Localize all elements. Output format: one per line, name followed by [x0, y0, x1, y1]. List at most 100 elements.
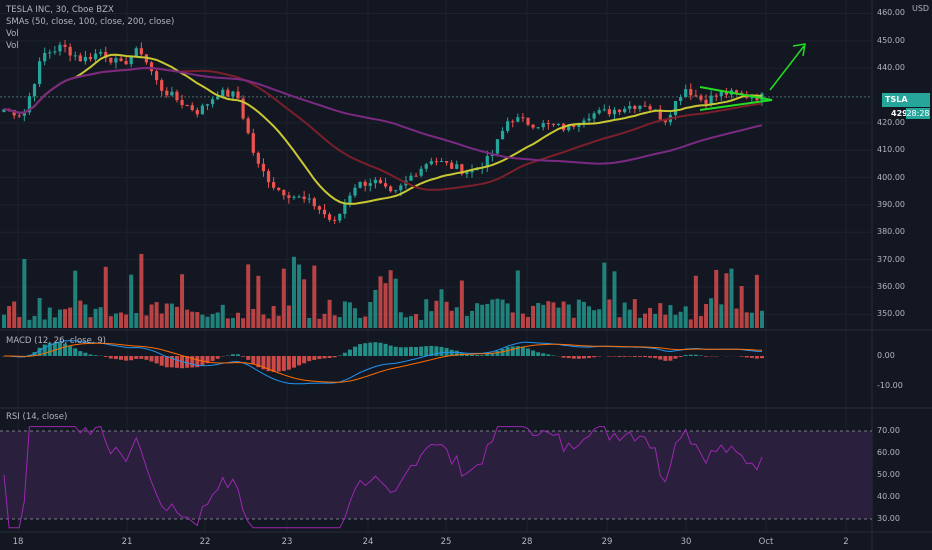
volume-bar [164, 303, 169, 328]
macd-histogram-bar [276, 356, 281, 372]
volume-bar [32, 315, 37, 328]
macd-histogram-bar [266, 356, 271, 372]
candle-body [434, 161, 439, 163]
volume-bar [78, 300, 83, 328]
volume-bar [230, 317, 235, 328]
signal-line [4, 342, 763, 383]
volume-bar [505, 303, 510, 328]
macd-histogram-bar [57, 342, 62, 356]
candle-body [587, 118, 591, 121]
macd-histogram-bar [185, 356, 190, 368]
volume-bar [63, 309, 68, 328]
macd-histogram-bar [434, 346, 439, 356]
candle-body [302, 196, 306, 200]
macd-histogram-bar [63, 343, 68, 356]
macd-histogram-bar [642, 356, 647, 358]
vol-legend-1: Vol [6, 29, 19, 39]
price-tick-label: 450.00 [877, 35, 905, 45]
candle-body [48, 52, 52, 54]
candle-body [526, 117, 530, 125]
macd-histogram-bar [236, 354, 241, 356]
volume-bar [475, 303, 480, 328]
price-tick-label: 360.00 [877, 281, 905, 291]
volume-bar [719, 304, 724, 328]
vol-text-2: Vol [6, 41, 19, 51]
candle-body [633, 106, 637, 110]
volume-bar [312, 265, 317, 328]
candle-body [358, 181, 362, 188]
macd-histogram-bar [73, 348, 78, 356]
macd-histogram-bar [480, 355, 485, 356]
candle-body [277, 187, 281, 191]
volume-bar [134, 313, 139, 328]
candle-body [719, 91, 723, 97]
candle-body [38, 61, 42, 85]
candle-body [119, 58, 123, 61]
volume-bar [754, 274, 759, 328]
sma-50-line [3, 53, 763, 205]
macd-histogram-bar [383, 343, 388, 356]
volume-bar [556, 307, 561, 328]
volume-bar [159, 313, 164, 328]
volume-bar [73, 270, 78, 328]
candle-body [333, 219, 337, 221]
candle-body [541, 123, 545, 128]
volume-bar [322, 313, 327, 328]
candle-body [577, 124, 581, 127]
candle-body [327, 214, 332, 220]
macd-histogram-bar [378, 342, 383, 356]
volume-bar [98, 307, 103, 328]
candle-body [414, 175, 418, 177]
macd-histogram-bar [108, 356, 113, 359]
macd-histogram-bar [251, 356, 256, 364]
volume-bar [373, 289, 378, 328]
candle-body [383, 183, 388, 187]
macd-histogram-bar [525, 348, 530, 356]
volume-bar [47, 307, 52, 328]
volume-bar [398, 312, 403, 328]
volume-bar [190, 311, 195, 328]
macd-histogram-bar [312, 356, 317, 360]
candle-body [348, 195, 352, 205]
macd-histogram-bar [520, 346, 525, 356]
volume-bar [561, 301, 566, 328]
macd-tick-label: -10.00 [877, 381, 903, 390]
up-arrow [769, 45, 805, 91]
macd-histogram-bar [256, 356, 261, 368]
volume-bar [57, 309, 62, 328]
volume-bar [698, 316, 703, 328]
volume-bar [581, 301, 586, 328]
volume-bar [658, 303, 663, 328]
macd-histogram-bar [159, 356, 164, 366]
macd-histogram-bar [632, 356, 637, 357]
candle-body [2, 109, 6, 113]
macd-histogram-bar [347, 349, 352, 356]
candle-body [373, 179, 377, 184]
macd-histogram-bar [358, 344, 363, 356]
volume-bar [37, 298, 42, 328]
candle-body [572, 124, 576, 127]
candle-body [546, 123, 550, 125]
macd-histogram-bar [454, 350, 459, 356]
price-tick-label: 380.00 [877, 227, 905, 237]
volume-bar [464, 315, 469, 328]
macd-histogram-bar [648, 356, 653, 358]
volume-bar [704, 304, 709, 328]
volume-bar [388, 270, 393, 328]
candle-body [724, 91, 728, 95]
volume-bar [663, 314, 668, 328]
candle-body [521, 117, 525, 119]
candle-body [419, 168, 423, 176]
macd-histogram-bar [653, 356, 658, 359]
macd-histogram-bar [663, 356, 668, 361]
candle-body [755, 97, 759, 101]
candle-body [338, 213, 342, 221]
volume-bar [627, 309, 632, 328]
macd-histogram-bar [353, 346, 358, 356]
candle-body [455, 164, 459, 169]
candle-body [185, 105, 189, 107]
volume-bar [124, 314, 129, 328]
macd-histogram-bar [561, 356, 566, 358]
